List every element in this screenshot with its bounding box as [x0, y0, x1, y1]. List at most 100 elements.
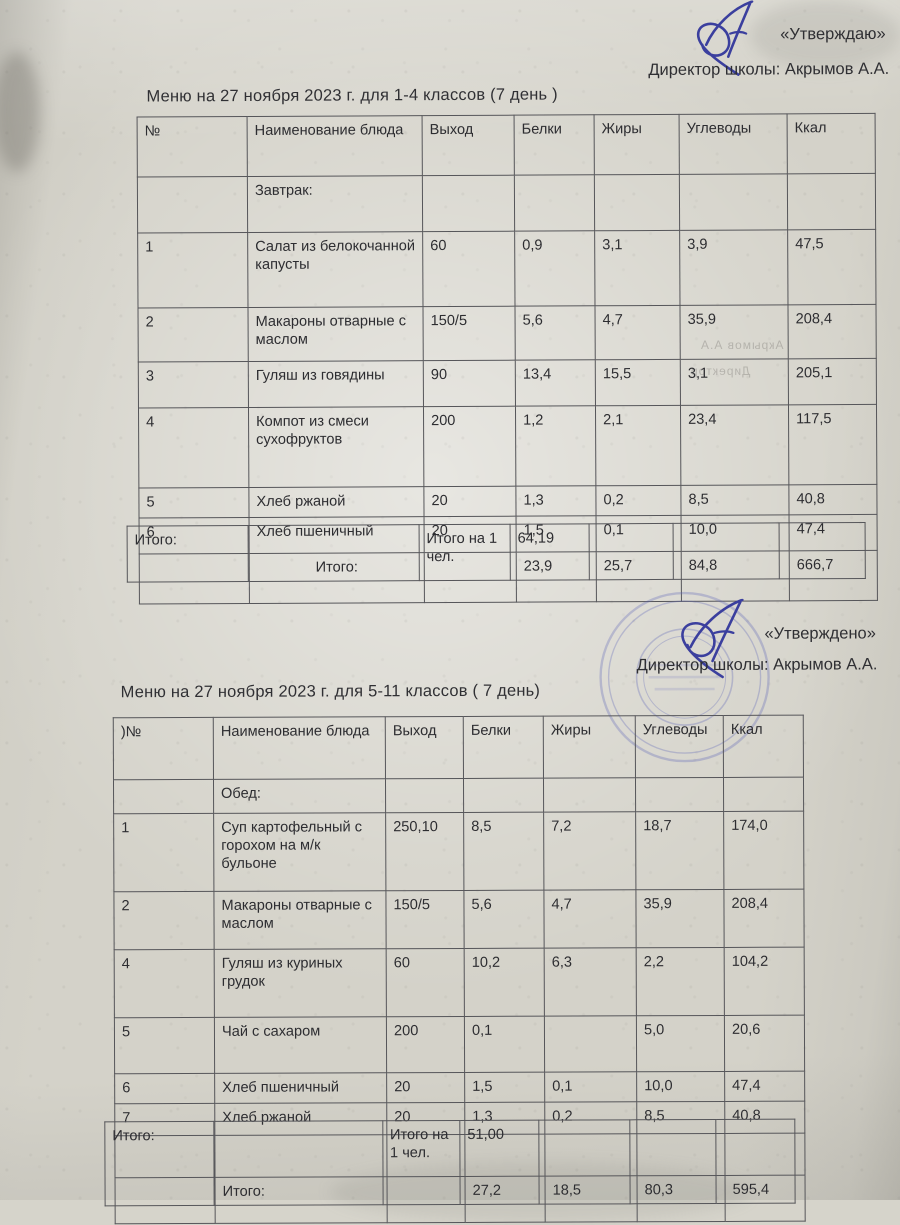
col-header-dish: Наименование блюда — [213, 716, 386, 780]
row-kcal: 47,4 — [724, 1071, 805, 1102]
cost-footer-row: Итого: Итого на 1 чел. 64,19 — [127, 522, 866, 583]
col-header-protein: Белки — [463, 716, 544, 779]
menu-table-2-wrapper: )№ Наименование блюда Выход Белки Жиры У… — [104, 715, 806, 1225]
row-kcal: 104,2 — [724, 947, 805, 1016]
row-fat: 2,1 — [595, 405, 681, 486]
row-dish-name: Компот из смеси сухофруктов — [248, 406, 424, 488]
approval-word-2: «Утверждено» — [764, 624, 876, 643]
row-output: 150/5 — [422, 306, 516, 361]
table-row: 1 Суп картофельный с горохом на м/к буль… — [113, 811, 804, 892]
row-dish-name: Макароны отварные с маслом — [213, 890, 387, 950]
meal-label-breakfast: Завтрак: — [247, 175, 423, 233]
col-header-output: Выход — [422, 115, 515, 176]
cost-empty-kcal — [778, 522, 866, 579]
row-protein: 10,2 — [464, 948, 545, 1017]
row-number: 4 — [114, 949, 215, 1018]
col-header-carbs: Углеводы — [635, 715, 724, 778]
row-output: 200 — [386, 1016, 465, 1073]
meal-row-kcal — [787, 173, 876, 230]
meal-row-number — [137, 176, 248, 234]
row-carbs: 3,1 — [680, 358, 789, 406]
director-line-1: Директор школы: Акрымов А.А. — [648, 59, 890, 80]
row-number: 3 — [138, 361, 249, 409]
row-number: 2 — [138, 307, 249, 363]
meal-row-number — [113, 779, 214, 814]
row-dish-name: Хлеб пшеничный — [214, 1072, 387, 1104]
row-number: 1 — [137, 232, 249, 309]
row-fat: 4,7 — [543, 889, 637, 949]
cost-footer-table-1: Итого: Итого на 1 чел. 64,19 — [127, 522, 866, 583]
meal-row-kcal — [723, 777, 804, 812]
cost-per-person-label: Итого на 1 чел. — [418, 524, 511, 581]
meal-row-output — [385, 778, 464, 813]
row-dish-name: Чай с сахаром — [214, 1016, 387, 1074]
row-dish-name: Салат из белокочанной капусты — [247, 231, 423, 308]
row-kcal: 40,8 — [788, 484, 878, 515]
meal-row-carbs — [679, 173, 788, 231]
cost-empty-name — [213, 1120, 383, 1206]
row-kcal: 208,4 — [787, 304, 877, 359]
row-output: 20 — [423, 486, 517, 517]
row-carbs: 23,4 — [680, 404, 789, 486]
table-row: 6 Хлеб пшеничный 20 1,5 0,1 10,0 47,4 — [114, 1071, 805, 1104]
scanned-paper-background — [0, 0, 900, 1200]
row-dish-name: Гуляш из говядины — [248, 360, 424, 408]
row-number: 5 — [114, 1017, 215, 1074]
row-carbs: 35,9 — [679, 304, 789, 360]
col-header-dish: Наименование блюда — [247, 115, 423, 177]
row-fat: 3,1 — [594, 230, 680, 306]
row-kcal: 117,5 — [788, 404, 877, 485]
table-header-row: )№ Наименование блюда Выход Белки Жиры У… — [113, 715, 804, 780]
row-protein: 1,3 — [515, 485, 597, 517]
table-row: 3 Гуляш из говядины 90 13,4 15,5 3,1 205… — [138, 358, 877, 409]
meal-row-output — [422, 175, 515, 232]
row-protein: 0,9 — [514, 230, 595, 307]
row-protein: 1,2 — [515, 405, 596, 487]
row-fat — [544, 1015, 637, 1073]
row-output: 90 — [423, 360, 516, 407]
meal-row-fat — [594, 174, 680, 231]
table-row: 2 Макароны отварные с маслом 150/5 5,6 4… — [138, 304, 877, 363]
row-output: 60 — [422, 231, 515, 307]
row-protein: 1,5 — [464, 1072, 545, 1103]
row-fat: 15,5 — [595, 359, 681, 406]
meal-label-row: Обед: — [113, 777, 804, 814]
row-number: 2 — [113, 891, 215, 950]
row-carbs: 5,0 — [636, 1015, 725, 1072]
cost-label: Итого: — [104, 1121, 215, 1206]
cost-empty-carbs — [672, 522, 779, 580]
table-row: 4 Компот из смеси сухофруктов 200 1,2 2,… — [138, 404, 877, 489]
row-output: 20 — [386, 1072, 465, 1103]
row-protein: 8,5 — [463, 812, 544, 891]
row-output: 200 — [423, 406, 516, 487]
row-protein: 0,1 — [464, 1016, 545, 1073]
table-header-row: № Наименование блюда Выход Белки Жиры Уг… — [137, 113, 876, 178]
row-output: 150/5 — [385, 890, 465, 949]
menu-title-1: Меню на 27 ноября 2023 г. для 1-4 классо… — [146, 85, 558, 106]
cost-empty-fat — [539, 1119, 630, 1205]
cost-footer-table-2: Итого: Итого на 1 чел. 51,00 — [104, 1119, 796, 1207]
table-row: 1 Салат из белокочанной капусты 60 0,9 3… — [137, 229, 876, 309]
row-carbs: 8,5 — [680, 484, 790, 516]
row-number: 1 — [113, 813, 214, 892]
table-row: 5 Чай с сахаром 200 0,1 5,0 20,6 — [114, 1015, 805, 1074]
row-carbs: 18,7 — [635, 811, 724, 890]
col-header-protein: Белки — [514, 114, 595, 176]
row-kcal: 20,6 — [724, 1015, 805, 1072]
row-number: 4 — [138, 407, 249, 489]
col-header-number: )№ — [113, 717, 214, 780]
cost-footer-row: Итого: Итого на 1 чел. 51,00 — [104, 1119, 796, 1206]
director-line-2: Директор школы: Акрымов А.А. — [636, 655, 878, 675]
row-dish-name: Гуляш из куриных грудок — [214, 948, 387, 1018]
col-header-kcal: Ккал — [787, 113, 876, 174]
row-fat: 4,7 — [594, 305, 681, 360]
row-carbs: 3,9 — [679, 229, 788, 306]
col-header-output: Выход — [385, 716, 464, 779]
table-row: 5 Хлеб ржаной 20 1,3 0,2 8,5 40,8 — [138, 484, 878, 519]
row-carbs: 10,0 — [636, 1071, 725, 1102]
menu-title-2: Меню на 27 ноября 2023 г. для 5-11 класс… — [120, 681, 541, 702]
cost-empty-fat — [589, 523, 674, 580]
row-kcal: 174,0 — [723, 811, 804, 890]
row-fat: 6,3 — [544, 947, 637, 1017]
meal-label-lunch: Обед: — [213, 778, 386, 814]
